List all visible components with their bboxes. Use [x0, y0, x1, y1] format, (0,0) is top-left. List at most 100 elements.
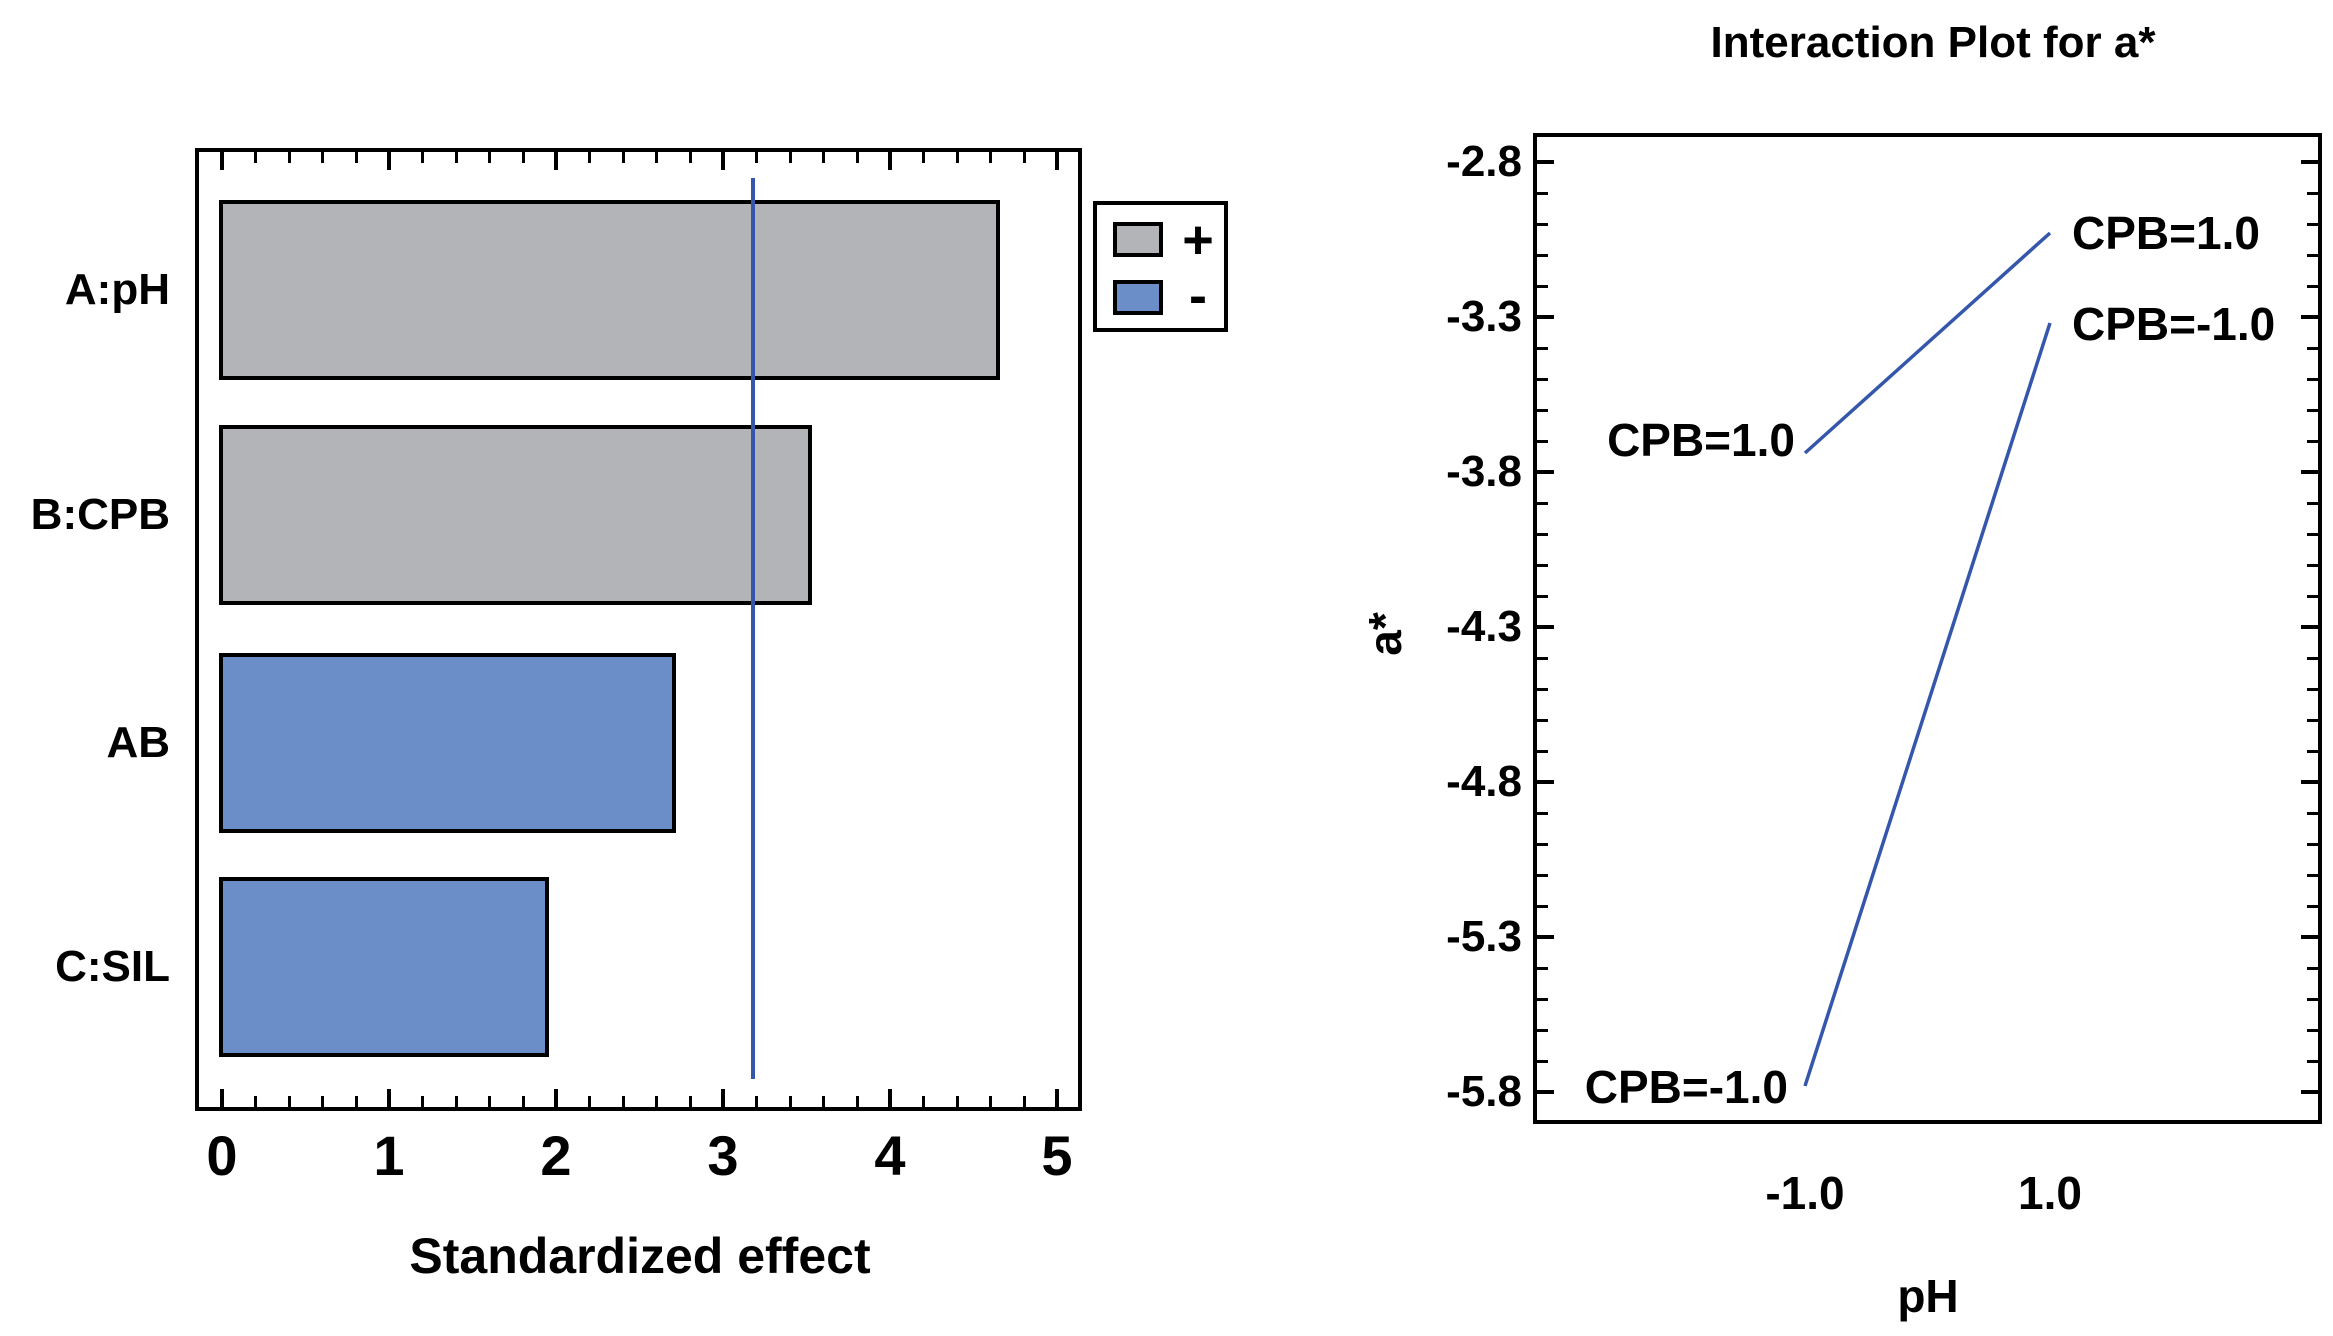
pareto-top-tick-minor [755, 152, 759, 163]
interaction-left-tick-minor [1537, 657, 1548, 660]
interaction-y-tick-label: -4.8 [1446, 757, 1522, 806]
pareto-top-tick-major [220, 152, 224, 170]
interaction-left-tick-minor [1537, 378, 1548, 381]
legend-swatch-negative [1113, 280, 1163, 315]
legend-swatch-positive [1113, 222, 1163, 257]
interaction-right-tick-major [2301, 1090, 2318, 1094]
pareto-top-tick-minor [989, 152, 993, 163]
pareto-x-tick-label: 3 [707, 1124, 739, 1187]
pareto-top-tick-major [721, 152, 725, 170]
interaction-left-tick-minor [1537, 254, 1548, 257]
pareto-bottom-tick-minor [254, 1096, 258, 1107]
pareto-bottom-tick-minor [488, 1096, 492, 1107]
line-CPB=-1.0 [1803, 322, 2052, 1087]
interaction-right-tick-minor [2307, 1029, 2318, 1032]
bar-B:CPB [219, 425, 812, 605]
pareto-top-tick-minor [254, 152, 258, 163]
interaction-series-label-right-CPB=-1.0: CPB=-1.0 [2072, 298, 2276, 350]
interaction-right-tick-minor [2307, 440, 2318, 443]
interaction-right-tick-major [2301, 160, 2318, 164]
interaction-right-tick-minor [2307, 843, 2318, 846]
interaction-left-tick-minor [1537, 595, 1548, 598]
pareto-bottom-tick-minor [421, 1096, 425, 1107]
interaction-y-tick-label: -3.8 [1446, 447, 1522, 496]
pareto-bottom-tick-major [888, 1089, 892, 1107]
legend-label-negative: - [1189, 266, 1207, 326]
interaction-left-tick-minor [1537, 967, 1548, 970]
interaction-x-tick-label: 1.0 [2018, 1167, 2082, 1219]
interaction-left-tick-minor [1537, 409, 1548, 412]
interaction-left-tick-minor [1537, 688, 1548, 691]
interaction-right-tick-minor [2307, 347, 2318, 350]
interaction-right-tick-minor [2307, 285, 2318, 288]
interaction-right-tick-minor [2307, 750, 2318, 753]
pareto-bottom-tick-minor [588, 1096, 592, 1107]
pareto-bottom-tick-minor [621, 1096, 625, 1107]
pareto-bottom-tick-minor [321, 1096, 325, 1107]
interaction-left-tick-minor [1537, 223, 1548, 226]
pareto-bottom-tick-minor [788, 1096, 792, 1107]
interaction-right-tick-minor [2307, 905, 2318, 908]
interaction-plot-frame [1533, 133, 2322, 1124]
interaction-right-tick-major [2301, 625, 2318, 629]
interaction-y-tick-label: -3.3 [1446, 292, 1522, 341]
interaction-left-tick-minor [1537, 502, 1548, 505]
interaction-right-tick-minor [2307, 564, 2318, 567]
interaction-series-label-left-CPB=1.0: CPB=1.0 [1607, 414, 1795, 466]
pareto-bottom-tick-major [554, 1089, 558, 1107]
pareto-x-tick-label: 0 [206, 1124, 238, 1187]
interaction-plot-title: Interaction Plot for a* [1710, 18, 2156, 67]
pareto-top-tick-major [1055, 152, 1059, 170]
pareto-top-tick-minor [621, 152, 625, 163]
bar-AB [219, 653, 676, 833]
pareto-top-tick-minor [955, 152, 959, 163]
interaction-left-tick-major [1537, 315, 1554, 319]
interaction-left-tick-minor [1537, 533, 1548, 536]
pareto-bottom-tick-minor [287, 1096, 291, 1107]
pareto-top-tick-minor [521, 152, 525, 163]
pareto-bottom-tick-minor [521, 1096, 525, 1107]
pareto-top-tick-minor [855, 152, 859, 163]
pareto-category-label-AB: AB [106, 718, 170, 767]
interaction-left-tick-major [1537, 470, 1554, 474]
interaction-left-tick-major [1537, 160, 1554, 164]
pareto-bottom-tick-major [721, 1089, 725, 1107]
interaction-right-tick-minor [2307, 502, 2318, 505]
pareto-bottom-tick-minor [354, 1096, 358, 1107]
interaction-right-tick-minor [2307, 378, 2318, 381]
interaction-right-tick-major [2301, 780, 2318, 784]
interaction-right-tick-minor [2307, 719, 2318, 722]
interaction-y-tick-label: -2.8 [1446, 137, 1522, 186]
pareto-reference-line [751, 178, 756, 1079]
pareto-bottom-tick-minor [922, 1096, 926, 1107]
interaction-left-tick-minor [1537, 285, 1548, 288]
interaction-y-tick-label: -5.8 [1446, 1067, 1522, 1116]
pareto-top-tick-minor [488, 152, 492, 163]
interaction-x-axis-title: pH [1897, 1270, 1959, 1322]
pareto-top-tick-minor [655, 152, 659, 163]
pareto-top-tick-minor [321, 152, 325, 163]
pareto-top-tick-major [554, 152, 558, 170]
interaction-right-tick-minor [2307, 874, 2318, 877]
pareto-top-tick-minor [354, 152, 358, 163]
interaction-left-tick-minor [1537, 347, 1548, 350]
pareto-x-axis-title: Standardized effect [409, 1228, 871, 1284]
interaction-series-label-left-CPB=-1.0: CPB=-1.0 [1584, 1061, 1788, 1113]
interaction-left-tick-major [1537, 1090, 1554, 1094]
pareto-category-label-C:SIL: C:SIL [55, 942, 170, 991]
pareto-top-tick-minor [454, 152, 458, 163]
pareto-bottom-tick-major [220, 1089, 224, 1107]
pareto-top-tick-minor [588, 152, 592, 163]
interaction-right-tick-minor [2307, 998, 2318, 1001]
interaction-lines [1803, 231, 2052, 1087]
interaction-left-tick-minor [1537, 750, 1548, 753]
pareto-top-tick-minor [287, 152, 291, 163]
pareto-category-label-A:pH: A:pH [64, 265, 170, 314]
pareto-category-label-B:CPB: B:CPB [30, 490, 170, 539]
pareto-top-tick-minor [1022, 152, 1026, 163]
pareto-bottom-tick-minor [755, 1096, 759, 1107]
pareto-top-tick-minor [788, 152, 792, 163]
bar-A:pH [219, 200, 1000, 380]
interaction-series-label-right-CPB=1.0: CPB=1.0 [2072, 207, 2260, 259]
